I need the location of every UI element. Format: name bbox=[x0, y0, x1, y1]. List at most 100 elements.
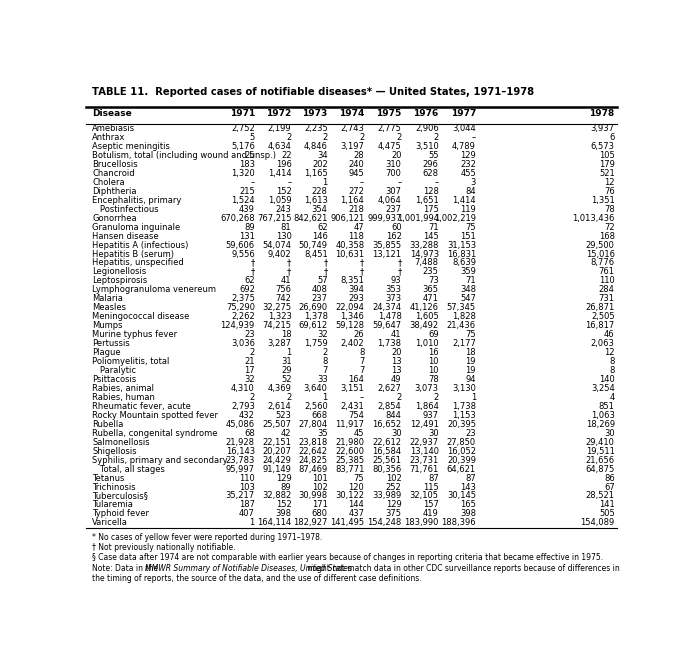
Text: 55: 55 bbox=[428, 151, 439, 160]
Text: 73: 73 bbox=[428, 276, 439, 286]
Text: 4: 4 bbox=[609, 393, 615, 402]
Text: 152: 152 bbox=[276, 187, 292, 196]
Text: 19: 19 bbox=[466, 366, 476, 375]
Text: 3,073: 3,073 bbox=[415, 384, 439, 393]
Text: 31: 31 bbox=[281, 357, 292, 366]
Text: 94: 94 bbox=[466, 375, 476, 384]
Text: 432: 432 bbox=[239, 411, 255, 420]
Text: Cholera: Cholera bbox=[92, 178, 125, 187]
Text: 59,128: 59,128 bbox=[335, 321, 364, 330]
Text: 692: 692 bbox=[239, 286, 255, 294]
Text: Aseptic meningitis: Aseptic meningitis bbox=[92, 142, 170, 151]
Text: 22,094: 22,094 bbox=[335, 303, 364, 313]
Text: 20: 20 bbox=[391, 151, 401, 160]
Text: 3,151: 3,151 bbox=[340, 384, 364, 393]
Text: 1,738: 1,738 bbox=[452, 402, 476, 411]
Text: Disease: Disease bbox=[92, 109, 132, 118]
Text: 2: 2 bbox=[359, 133, 364, 142]
Text: 375: 375 bbox=[386, 509, 401, 519]
Text: 455: 455 bbox=[460, 169, 476, 178]
Text: Brucellosis: Brucellosis bbox=[92, 160, 138, 169]
Text: 1,059: 1,059 bbox=[268, 195, 292, 205]
Text: 851: 851 bbox=[599, 402, 615, 411]
Text: 29,500: 29,500 bbox=[586, 241, 615, 249]
Text: 1,738: 1,738 bbox=[377, 339, 401, 348]
Text: 353: 353 bbox=[386, 286, 401, 294]
Text: 179: 179 bbox=[599, 160, 615, 169]
Text: 7,488: 7,488 bbox=[415, 259, 439, 267]
Text: 105: 105 bbox=[599, 151, 615, 160]
Text: 1: 1 bbox=[286, 348, 292, 357]
Text: 16: 16 bbox=[428, 348, 439, 357]
Text: 670,268: 670,268 bbox=[220, 214, 255, 222]
Text: 22: 22 bbox=[281, 151, 292, 160]
Text: 86: 86 bbox=[604, 474, 615, 482]
Text: 28,521: 28,521 bbox=[586, 492, 615, 501]
Text: Encephalitis, primary: Encephalitis, primary bbox=[92, 195, 182, 205]
Text: 1,165: 1,165 bbox=[304, 169, 328, 178]
Text: 284: 284 bbox=[599, 286, 615, 294]
Text: 140: 140 bbox=[599, 375, 615, 384]
Text: Gonorrhea: Gonorrhea bbox=[92, 214, 137, 222]
Text: 95,997: 95,997 bbox=[226, 465, 255, 474]
Text: 57,345: 57,345 bbox=[447, 303, 476, 313]
Text: 2,775: 2,775 bbox=[378, 124, 401, 133]
Text: 218: 218 bbox=[348, 205, 364, 214]
Text: 71: 71 bbox=[465, 276, 476, 286]
Text: 1,864: 1,864 bbox=[415, 402, 439, 411]
Text: 60: 60 bbox=[391, 222, 401, 232]
Text: 22,151: 22,151 bbox=[263, 438, 292, 447]
Text: 3: 3 bbox=[471, 178, 476, 187]
Text: 52: 52 bbox=[281, 375, 292, 384]
Text: 2,402: 2,402 bbox=[341, 339, 364, 348]
Text: 25: 25 bbox=[244, 151, 255, 160]
Text: 700: 700 bbox=[386, 169, 401, 178]
Text: 183,990: 183,990 bbox=[404, 519, 439, 527]
Text: 9,402: 9,402 bbox=[268, 249, 292, 259]
Text: Paralytic: Paralytic bbox=[92, 366, 136, 375]
Text: 54,074: 54,074 bbox=[263, 241, 292, 249]
Text: Meningococcal disease: Meningococcal disease bbox=[92, 313, 189, 321]
Text: 26,871: 26,871 bbox=[585, 303, 615, 313]
Text: 18: 18 bbox=[281, 330, 292, 339]
Text: 13: 13 bbox=[391, 357, 401, 366]
Text: 27,804: 27,804 bbox=[298, 420, 328, 429]
Text: 23,731: 23,731 bbox=[410, 455, 439, 465]
Text: Note: Data in the: Note: Data in the bbox=[92, 565, 161, 573]
Text: 30: 30 bbox=[428, 429, 439, 438]
Text: 78: 78 bbox=[428, 375, 439, 384]
Text: 23,783: 23,783 bbox=[226, 455, 255, 465]
Text: 151: 151 bbox=[460, 232, 476, 241]
Text: 8: 8 bbox=[322, 357, 328, 366]
Text: 2: 2 bbox=[322, 133, 328, 142]
Text: 8,776: 8,776 bbox=[591, 259, 615, 267]
Text: 1,414: 1,414 bbox=[268, 169, 292, 178]
Text: 38,492: 38,492 bbox=[410, 321, 439, 330]
Text: 1,323: 1,323 bbox=[268, 313, 292, 321]
Text: 240: 240 bbox=[348, 160, 364, 169]
Text: 293: 293 bbox=[348, 294, 364, 303]
Text: 1,001,994: 1,001,994 bbox=[397, 214, 439, 222]
Text: Hepatitis, unspecified: Hepatitis, unspecified bbox=[92, 259, 184, 267]
Text: 2,177: 2,177 bbox=[452, 339, 476, 348]
Text: 14,973: 14,973 bbox=[410, 249, 439, 259]
Text: 32: 32 bbox=[244, 375, 255, 384]
Text: 243: 243 bbox=[276, 205, 292, 214]
Text: 1,010: 1,010 bbox=[415, 339, 439, 348]
Text: 41: 41 bbox=[391, 330, 401, 339]
Text: Hansen disease: Hansen disease bbox=[92, 232, 158, 241]
Text: Rocky Mountain spotted fever: Rocky Mountain spotted fever bbox=[92, 411, 218, 420]
Text: 2: 2 bbox=[286, 393, 292, 402]
Text: 145: 145 bbox=[423, 232, 439, 241]
Text: 27,850: 27,850 bbox=[447, 438, 476, 447]
Text: Hepatitis B (serum): Hepatitis B (serum) bbox=[92, 249, 174, 259]
Text: 20: 20 bbox=[391, 348, 401, 357]
Text: †: † bbox=[287, 267, 292, 276]
Text: Rubella, congenital syndrome: Rubella, congenital syndrome bbox=[92, 429, 217, 438]
Text: 68: 68 bbox=[244, 429, 255, 438]
Text: 196: 196 bbox=[276, 160, 292, 169]
Text: 2,614: 2,614 bbox=[268, 402, 292, 411]
Text: 7: 7 bbox=[359, 366, 364, 375]
Text: 62: 62 bbox=[317, 222, 328, 232]
Text: 57: 57 bbox=[317, 276, 328, 286]
